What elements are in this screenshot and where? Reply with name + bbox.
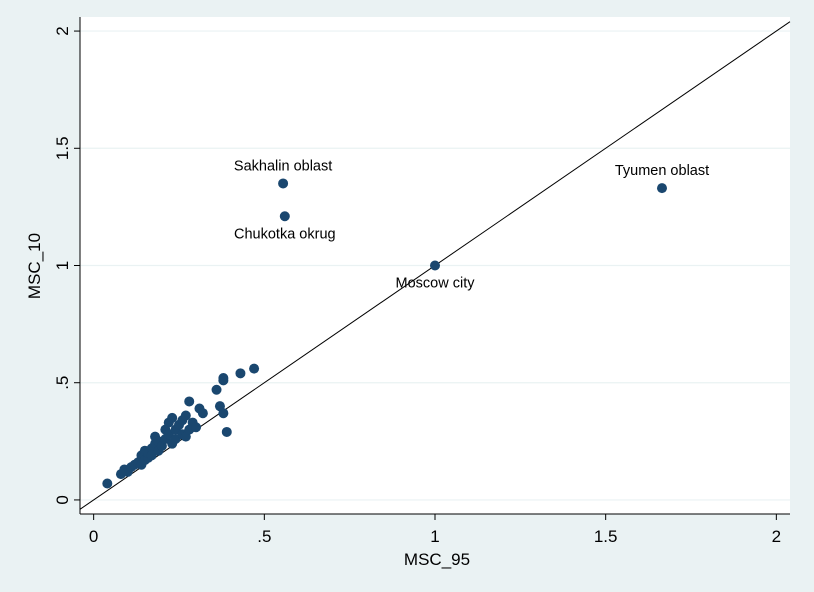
- x-tick-label: 2: [772, 527, 781, 546]
- data-point: [221, 426, 232, 437]
- data-point: [279, 211, 290, 222]
- data-point: [218, 408, 229, 419]
- x-tick-label: 0: [89, 527, 98, 546]
- x-tick-label: 1.5: [594, 527, 618, 546]
- data-point: [430, 260, 440, 271]
- y-axis-ticks: 0 .5 1 1.5 2: [53, 26, 80, 505]
- data-point: [656, 183, 667, 194]
- y-axis-title: MSC_10: [25, 233, 44, 299]
- x-axis-ticks: 0 .5 1 1.5 2: [89, 514, 781, 546]
- point-label: Tyumen oblast: [615, 163, 709, 179]
- point-label: Chukotka okrug: [234, 226, 336, 242]
- data-point: [278, 178, 289, 189]
- point-labels: Sakhalin oblast Chukotka okrug Moscow city…: [234, 158, 709, 291]
- data-point: [249, 363, 260, 374]
- y-tick-label: 1: [53, 261, 72, 270]
- x-tick-label: 1: [430, 527, 439, 546]
- y-tick-label: .5: [53, 376, 72, 390]
- data-point: [167, 412, 178, 423]
- y-tick-label: 0: [53, 495, 72, 504]
- data-points: [102, 178, 667, 489]
- data-point: [180, 410, 191, 421]
- x-axis-title: MSC_95: [404, 550, 470, 569]
- data-point: [218, 375, 229, 386]
- data-point: [235, 368, 246, 379]
- x-tick-label: .5: [257, 527, 271, 546]
- point-label: Moscow city: [396, 276, 476, 292]
- data-point: [211, 384, 222, 395]
- data-point: [184, 396, 195, 407]
- data-point: [197, 408, 208, 419]
- data-point: [102, 478, 113, 489]
- data-point: [191, 422, 202, 433]
- point-label: Sakhalin oblast: [234, 158, 332, 174]
- y-tick-label: 2: [53, 26, 72, 35]
- y-tick-label: 1.5: [53, 136, 72, 160]
